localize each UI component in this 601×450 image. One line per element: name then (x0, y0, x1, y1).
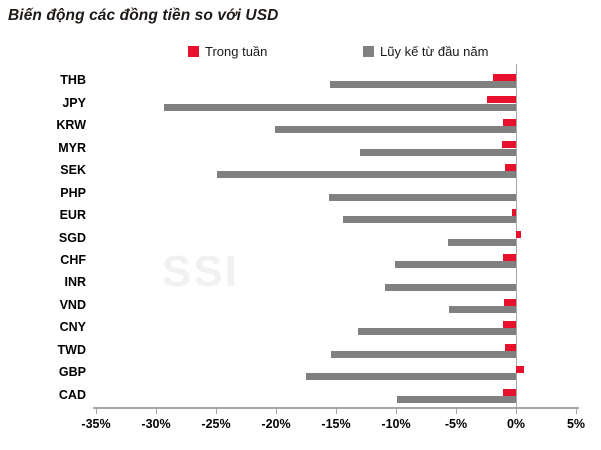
ytd-bar-gbp (306, 373, 516, 381)
legend-item-weekly: Trong tuần (188, 44, 267, 59)
ytd-bar-myr (360, 148, 516, 156)
x-axis-tick-label: -15% (321, 417, 351, 431)
weekly-bar-krw (502, 118, 516, 126)
category-label-krw: KRW (56, 118, 86, 133)
x-axis-tick (456, 409, 457, 414)
x-axis-tick-label: -5% (444, 417, 468, 431)
category-label-jpy: JPY (62, 95, 86, 110)
x-axis-tick (96, 409, 97, 414)
category-label-eur: EUR (59, 208, 86, 223)
x-axis-tick-label: 5% (566, 417, 586, 431)
weekly-bar-twd (505, 343, 516, 351)
ytd-bar-twd (331, 350, 516, 358)
x-axis-line (93, 407, 579, 409)
x-axis-tick-label: -25% (201, 417, 231, 431)
category-label-gbp: GBP (58, 365, 86, 380)
weekly-bar-cny (502, 321, 516, 329)
legend-item-ytd: Lũy kế từ đầu năm (363, 44, 488, 59)
x-axis-tick (276, 409, 277, 414)
x-axis-tick-label: -30% (141, 417, 171, 431)
x-axis-tick-label: -35% (81, 417, 111, 431)
ytd-bar-cad (397, 395, 516, 403)
x-axis-tick-label: -20% (261, 417, 291, 431)
weekly-bar-sgd (516, 231, 521, 239)
chart-legend: Trong tuần Lũy kế từ đầu năm (0, 44, 601, 60)
legend-label-weekly: Trong tuần (205, 44, 268, 59)
weekly-bar-gbp (516, 366, 525, 374)
category-label-cad: CAD (58, 387, 86, 402)
category-label-vnd: VND (59, 297, 86, 312)
ytd-bar-chf (394, 261, 516, 269)
category-label-inr: INR (64, 275, 86, 290)
weekly-legend-swatch-icon (188, 46, 199, 57)
weekly-bar-eur (512, 208, 516, 216)
category-label-thb: THB (60, 73, 86, 88)
weekly-bar-jpy (487, 96, 516, 104)
ytd-bar-thb (330, 81, 516, 89)
weekly-bar-sek (505, 163, 516, 171)
ytd-bar-jpy (164, 103, 516, 111)
weekly-bar-cad (502, 388, 516, 396)
legend-label-ytd: Lũy kế từ đầu năm (380, 44, 489, 59)
x-axis-tick (396, 409, 397, 414)
ssi-watermark: SSI (162, 247, 239, 296)
ytd-bar-vnd (448, 305, 516, 313)
weekly-bar-chf (502, 253, 516, 261)
ytd-legend-swatch-icon (363, 46, 374, 57)
category-label-cny: CNY (59, 320, 86, 335)
x-axis-tick-label: 0% (506, 417, 526, 431)
category-label-myr: MYR (58, 140, 86, 155)
weekly-bar-myr (501, 141, 516, 149)
category-label-chf: CHF (60, 252, 86, 267)
weekly-bar-thb (493, 74, 516, 81)
category-label-sek: SEK (60, 163, 86, 178)
category-label-sgd: SGD (58, 230, 86, 245)
chart-title: Biến động các đồng tiền so với USD (8, 7, 279, 24)
x-axis-tick-label: -10% (381, 417, 411, 431)
ytd-bar-php (328, 193, 516, 201)
ytd-bar-krw (274, 126, 516, 134)
x-axis-tick (216, 409, 217, 414)
category-label-twd: TWD (57, 342, 86, 357)
x-axis-tick (576, 409, 577, 414)
x-axis-tick (336, 409, 337, 414)
ytd-bar-sgd (447, 238, 516, 246)
ytd-bar-eur (343, 216, 516, 224)
ytd-bar-inr (385, 283, 516, 291)
ytd-bar-cny (357, 328, 516, 336)
ytd-bar-sek (217, 171, 516, 179)
x-axis-tick (156, 409, 157, 414)
x-axis-tick (516, 409, 517, 414)
weekly-bar-vnd (504, 298, 516, 306)
category-label-php: PHP (60, 185, 86, 200)
